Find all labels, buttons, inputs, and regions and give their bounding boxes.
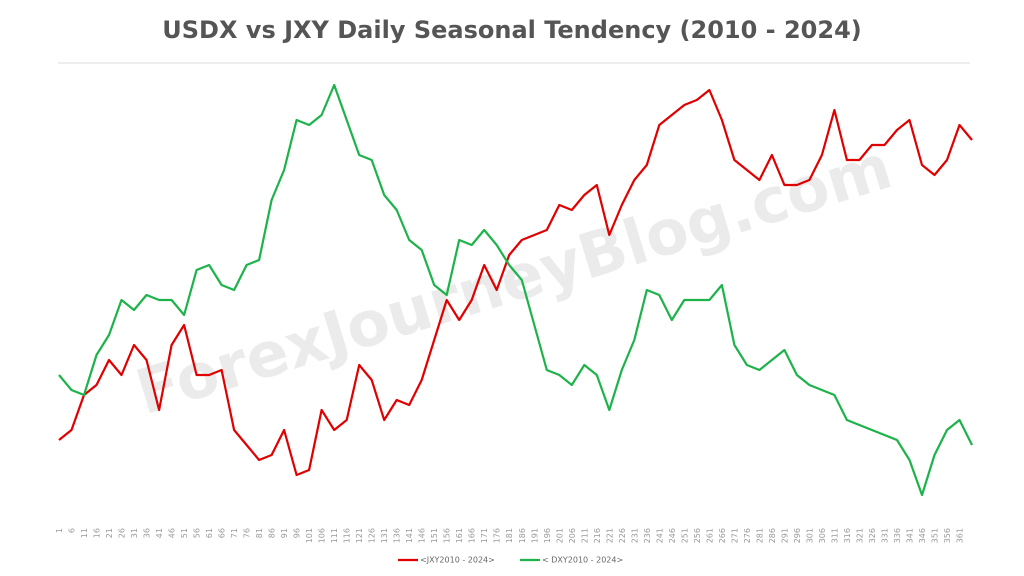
x-tick-label: 41 (155, 528, 164, 538)
x-tick-label: 56 (193, 528, 202, 538)
x-tick-label: 121 (355, 528, 364, 543)
x-tick-label: 136 (393, 528, 402, 543)
x-tick-label: 351 (930, 528, 939, 543)
x-tick-label: 291 (780, 528, 789, 543)
x-tick-label: 236 (643, 528, 652, 543)
x-tick-label: 161 (455, 528, 464, 543)
x-tick-label: 281 (755, 528, 764, 543)
x-tick-label: 166 (468, 528, 477, 543)
x-tick-label: 111 (330, 528, 339, 543)
x-tick-label: 331 (880, 528, 889, 543)
x-tick-label: 11 (80, 528, 89, 538)
series-line (58, 83, 973, 497)
x-tick-label: 141 (405, 528, 414, 543)
series-line (58, 88, 973, 477)
x-tick-label: 86 (268, 528, 277, 538)
x-tick-label: 276 (743, 528, 752, 543)
x-tick-label: 16 (93, 528, 102, 538)
x-tick-label: 296 (793, 528, 802, 543)
x-tick-label: 171 (480, 528, 489, 543)
x-tick-label: 31 (130, 528, 139, 538)
x-tick-label: 51 (180, 528, 189, 538)
x-tick-label: 266 (718, 528, 727, 543)
x-tick-label: 316 (843, 528, 852, 543)
x-tick-label: 71 (230, 528, 239, 538)
x-tick-label: 131 (380, 528, 389, 543)
x-tick-label: 106 (318, 528, 327, 543)
x-tick-label: 326 (868, 528, 877, 543)
x-tick-label: 346 (918, 528, 927, 543)
x-tick-label: 146 (418, 528, 427, 543)
x-tick-label: 176 (493, 528, 502, 543)
x-tick-label: 336 (893, 528, 902, 543)
x-tick-label: 216 (593, 528, 602, 543)
x-tick-label: 6 (68, 528, 77, 533)
x-tick-label: 156 (443, 528, 452, 543)
x-tick-label: 301 (805, 528, 814, 543)
x-tick-label: 181 (505, 528, 514, 543)
x-tick-label: 271 (730, 528, 739, 543)
x-tick-label: 26 (118, 528, 127, 538)
x-tick-label: 201 (555, 528, 564, 543)
x-tick-label: 311 (830, 528, 839, 543)
x-tick-label: 226 (618, 528, 627, 543)
x-tick-label: 361 (955, 528, 964, 543)
watermark: ForexJourneyBlog.com (128, 130, 900, 429)
x-tick-label: 81 (255, 528, 264, 538)
x-tick-label: 211 (580, 528, 589, 543)
x-tick-label: 101 (305, 528, 314, 543)
x-tick-label: 116 (343, 528, 352, 543)
x-tick-label: 341 (905, 528, 914, 543)
x-tick-label: 46 (168, 528, 177, 538)
x-tick-label: 306 (818, 528, 827, 543)
x-tick-label: 191 (530, 528, 539, 543)
x-tick-label: 1 (55, 528, 64, 533)
x-tick-label: 21 (105, 528, 114, 538)
x-tick-label: 261 (705, 528, 714, 543)
legend-label: < DXY2010 - 2024> (542, 556, 623, 565)
x-tick-label: 36 (143, 528, 152, 538)
x-tick-label: 241 (655, 528, 664, 543)
x-tick-label: 321 (855, 528, 864, 543)
x-tick-label: 76 (243, 528, 252, 538)
x-tick-label: 206 (568, 528, 577, 543)
x-tick-label: 286 (768, 528, 777, 543)
x-tick-label: 186 (518, 528, 527, 543)
x-tick-label: 61 (205, 528, 214, 538)
x-tick-label: 246 (668, 528, 677, 543)
x-tick-label: 231 (630, 528, 639, 543)
x-tick-label: 66 (218, 528, 227, 538)
legend-label: <JXY2010 - 2024> (420, 556, 495, 565)
chart-title: USDX vs JXY Daily Seasonal Tendency (201… (162, 16, 862, 44)
x-tick-label: 251 (680, 528, 689, 543)
x-tick-label: 151 (430, 528, 439, 543)
x-tick-label: 196 (543, 528, 552, 543)
x-tick-label: 356 (943, 528, 952, 543)
x-tick-label: 221 (605, 528, 614, 543)
x-tick-label: 256 (693, 528, 702, 543)
x-tick-label: 126 (368, 528, 377, 543)
x-tick-label: 91 (280, 528, 289, 538)
x-tick-label: 96 (293, 528, 302, 538)
